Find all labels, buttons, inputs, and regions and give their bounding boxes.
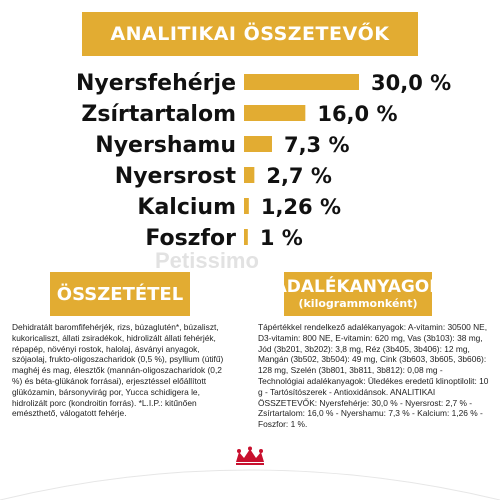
category-label: Nyersfehérje xyxy=(76,71,236,96)
additives-title: ADALÉKANYAGOK xyxy=(273,277,443,297)
bar xyxy=(244,136,272,152)
category-label: Zsírtartalom xyxy=(81,102,236,127)
bar xyxy=(244,198,249,214)
value-label: 30,0 % xyxy=(371,71,451,95)
composition-title: ÖSSZETÉTEL xyxy=(56,283,184,305)
bar xyxy=(244,229,248,245)
category-label: Nyershamu xyxy=(95,133,236,158)
footer-arc xyxy=(0,469,500,500)
analytical-header-title: ANALITIKAI ÖSSZETEVŐK xyxy=(110,23,390,45)
composition-text: Dehidratált baromfifehérjék, rizs, búzag… xyxy=(12,322,224,419)
value-label: 2,7 % xyxy=(266,164,332,188)
watermark-text: Petissimo xyxy=(155,248,259,273)
category-label: Kalcium xyxy=(137,195,236,220)
value-label: 1,26 % xyxy=(261,195,341,219)
additives-header: ADALÉKANYAGOK (kilogrammonként) xyxy=(274,272,442,316)
additives-text: Tápértékkel rendelkező adalékanyagok: A-… xyxy=(258,322,489,430)
royal-canin-crown-logo xyxy=(236,446,264,465)
value-label: 7,3 % xyxy=(284,133,350,157)
bar xyxy=(244,167,255,183)
analytical-header: ANALITIKAI ÖSSZETEVŐK xyxy=(82,12,418,56)
composition-header: ÖSSZETÉTEL xyxy=(50,272,190,316)
category-label: Nyersrost xyxy=(115,164,237,189)
value-label: 1 % xyxy=(260,226,303,250)
analytical-bar-chart: Nyersfehérje 30,0 % Zsírtartalom 16,0 % Nyer… xyxy=(76,71,451,251)
bar xyxy=(244,74,359,90)
bar xyxy=(244,105,306,121)
value-label: 16,0 % xyxy=(317,102,397,126)
additives-subtitle: (kilogrammonként) xyxy=(298,297,418,310)
category-label: Foszfor xyxy=(145,226,236,251)
